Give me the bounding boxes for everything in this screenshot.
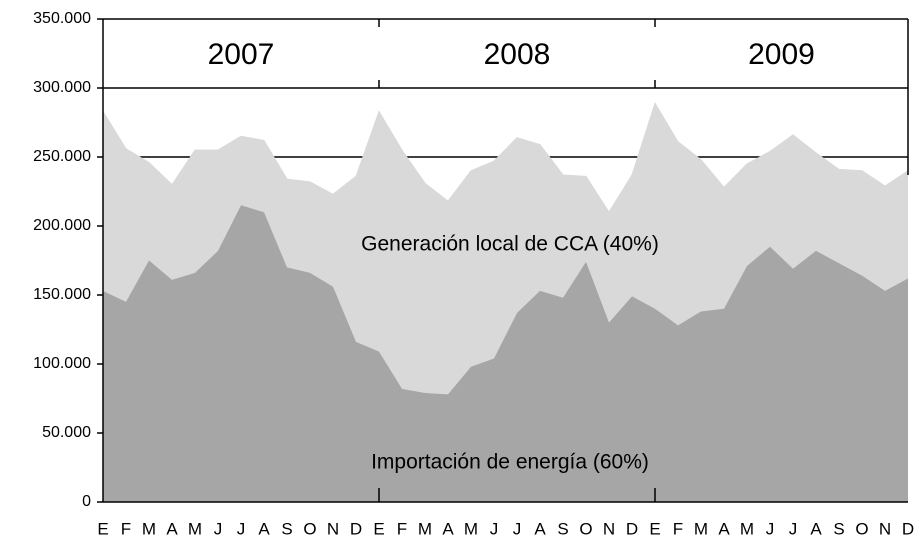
y-tick-label: 350.000 <box>33 10 91 27</box>
x-tick-label: E <box>373 519 384 538</box>
area-edge <box>102 101 909 214</box>
x-tick-label: J <box>237 519 246 538</box>
x-tick-label: A <box>442 519 454 538</box>
y-tick-label: 250.000 <box>33 148 91 165</box>
x-tick-label: N <box>603 519 615 538</box>
x-tick-label: A <box>258 519 270 538</box>
y-tick-label: 150.000 <box>33 286 91 303</box>
area <box>103 205 908 503</box>
y-tick-label: 100.000 <box>33 355 91 372</box>
x-tick-label: J <box>490 519 499 538</box>
year-label: 2008 <box>484 38 551 71</box>
y-tick-label: 200.000 <box>33 217 91 234</box>
x-tick-label: O <box>855 519 868 538</box>
x-tick-label: F <box>121 519 131 538</box>
x-tick-label: M <box>694 519 708 538</box>
x-tick-label: A <box>718 519 730 538</box>
year-label: 2009 <box>748 38 815 71</box>
x-tick-label: A <box>534 519 546 538</box>
x-tick-label: J <box>789 519 798 538</box>
x-tick-label: S <box>833 519 844 538</box>
x-tick-label: E <box>649 519 660 538</box>
x-tick-label: A <box>810 519 822 538</box>
year-label: 2007 <box>208 38 275 71</box>
x-tick-label: N <box>327 519 339 538</box>
y-tick-label: 300.000 <box>33 79 91 96</box>
x-tick-label: N <box>879 519 891 538</box>
x-tick-label: E <box>97 519 108 538</box>
area <box>103 103 908 395</box>
x-tick-label: J <box>214 519 223 538</box>
x-tick-label: J <box>766 519 775 538</box>
x-tick-label: M <box>142 519 156 538</box>
x-tick-label: O <box>579 519 592 538</box>
annotation: Importación de energía (60%) <box>371 451 649 474</box>
x-tick-label: M <box>188 519 202 538</box>
y-tick-label: 50.000 <box>42 424 91 441</box>
x-tick-label: D <box>902 519 914 538</box>
x-tick-label: J <box>513 519 522 538</box>
x-tick-label: D <box>350 519 362 538</box>
y-tick-label: 0 <box>82 493 91 510</box>
x-tick-label: M <box>464 519 478 538</box>
x-tick-label: M <box>418 519 432 538</box>
x-tick-label: S <box>281 519 292 538</box>
x-tick-label: D <box>626 519 638 538</box>
x-tick-label: O <box>303 519 316 538</box>
x-tick-label: S <box>557 519 568 538</box>
x-tick-label: F <box>397 519 407 538</box>
annotation: Generación local de CCA (40%) <box>361 233 659 256</box>
x-tick-label: M <box>740 519 754 538</box>
x-tick-label: A <box>166 519 178 538</box>
x-tick-label: F <box>673 519 683 538</box>
